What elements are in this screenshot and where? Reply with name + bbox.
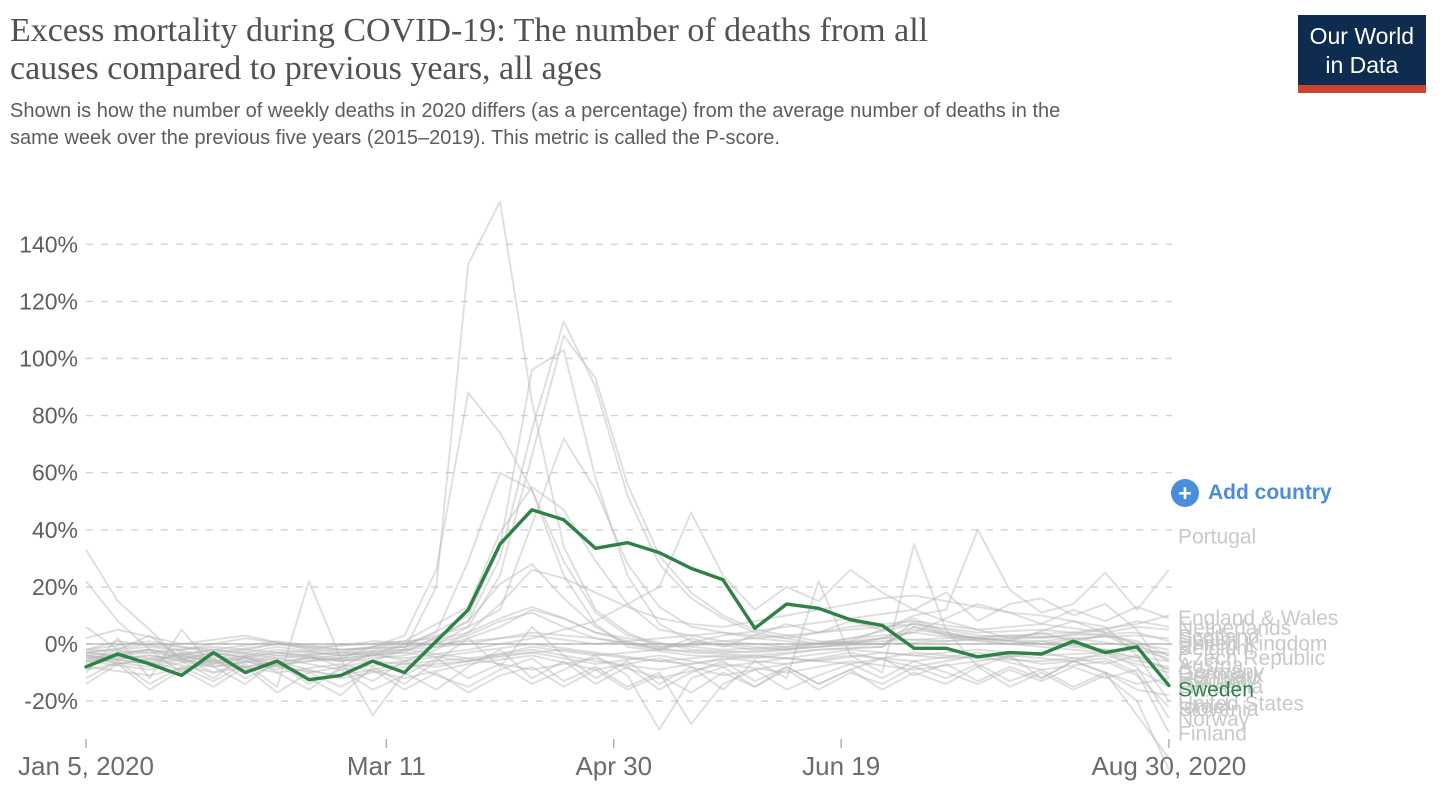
country-line-netherlands[interactable] bbox=[85, 486, 1170, 657]
chart-subtitle: Shown is how the number of weekly deaths… bbox=[10, 98, 1300, 152]
country-line-england-wales[interactable] bbox=[85, 320, 1170, 651]
x-axis-tick-label: Jan 5, 2020 bbox=[18, 751, 154, 781]
entity-label-lithuania[interactable]: Lithuania bbox=[1178, 675, 1264, 698]
x-axis-tick-label: Apr 30 bbox=[575, 751, 652, 781]
country-line-sweden-highlight[interactable] bbox=[84, 508, 1171, 688]
owid-logo-line2: in Data bbox=[1325, 52, 1399, 78]
entity-label-hungary[interactable]: Hungary bbox=[1178, 667, 1258, 690]
country-line-luxembourg[interactable] bbox=[85, 543, 1170, 759]
country-line-norway[interactable] bbox=[85, 648, 1170, 719]
entity-label-germany[interactable]: Germany bbox=[1178, 661, 1265, 684]
entity-label-austria[interactable]: Austria bbox=[1178, 654, 1244, 677]
country-line-switzerland[interactable] bbox=[85, 563, 1169, 665]
chart-title-line2: causes compared to previous years, all a… bbox=[10, 50, 602, 87]
country-line-scotland[interactable] bbox=[85, 437, 1169, 651]
entity-label-norway[interactable]: Norway bbox=[1178, 708, 1250, 731]
entity-label-portugal[interactable]: Portugal bbox=[1178, 526, 1256, 549]
country-line-france[interactable] bbox=[85, 471, 1170, 671]
y-axis-tick-label: 120% bbox=[19, 288, 78, 314]
country-line-portugal[interactable] bbox=[85, 528, 1170, 674]
chart-subtitle-line1: Shown is how the number of weekly deaths… bbox=[10, 100, 1061, 122]
country-line-estonia[interactable] bbox=[85, 580, 1170, 717]
entity-label-scotland[interactable]: Scotland bbox=[1178, 625, 1260, 648]
chart-title-line1: Excess mortality during COVID-19: The nu… bbox=[10, 12, 929, 49]
entity-label-czech-republic[interactable]: Czech Republic bbox=[1178, 647, 1325, 670]
y-axis-tick-label: 40% bbox=[32, 517, 78, 543]
country-line-belgium[interactable] bbox=[85, 348, 1170, 663]
country-line-austria[interactable] bbox=[85, 611, 1170, 663]
entity-label-sweden[interactable]: Sweden bbox=[1178, 678, 1254, 701]
entity-label-denmark[interactable]: Denmark bbox=[1178, 664, 1264, 687]
y-axis-tick-label: 0% bbox=[45, 631, 78, 657]
entity-label-israel[interactable]: Israel bbox=[1178, 695, 1229, 718]
country-line-lithuania[interactable] bbox=[85, 549, 1170, 725]
country-line-czech-republic[interactable] bbox=[85, 623, 1170, 660]
x-axis-tick-label: Mar 11 bbox=[347, 751, 426, 781]
x-axis-tick-label: Jun 19 bbox=[802, 751, 880, 781]
chart-subtitle-line2: same week over the previous five years (… bbox=[10, 127, 780, 149]
country-line-iceland[interactable] bbox=[85, 663, 1170, 771]
country-line-united-kingdom[interactable] bbox=[85, 334, 1170, 654]
country-line-latvia[interactable] bbox=[85, 580, 1170, 731]
entity-label-united-kingdom[interactable]: United Kingdom bbox=[1178, 633, 1327, 656]
y-axis-tick-label: 20% bbox=[32, 574, 78, 600]
add-country-button[interactable]: + Add country bbox=[1171, 479, 1332, 507]
entity-label-netherlands[interactable]: Netherlands bbox=[1178, 617, 1291, 640]
y-axis-tick-label: 140% bbox=[19, 231, 78, 257]
country-line-spain[interactable] bbox=[85, 200, 1170, 668]
country-line-italy[interactable] bbox=[85, 391, 1170, 665]
owid-logo-line1: Our World bbox=[1309, 23, 1414, 49]
add-country-label: Add country bbox=[1208, 481, 1332, 504]
entity-label-united-states[interactable]: United States bbox=[1178, 693, 1304, 716]
country-line-germany[interactable] bbox=[85, 608, 1170, 671]
country-line-israel[interactable] bbox=[85, 591, 1170, 679]
country-line-chile[interactable] bbox=[85, 511, 1170, 662]
entity-label-finland[interactable]: Finland bbox=[1178, 723, 1247, 746]
entity-label-england-wales[interactable]: England & Wales bbox=[1178, 607, 1338, 630]
entity-label-estonia[interactable]: Estonia bbox=[1178, 670, 1248, 693]
country-line-united-states[interactable] bbox=[85, 568, 1170, 702]
chart-title: Excess mortality during COVID-19: The nu… bbox=[10, 12, 1300, 88]
entity-label-spain[interactable]: Spain bbox=[1178, 628, 1232, 651]
country-line-slovenia[interactable] bbox=[85, 651, 1170, 708]
y-axis-tick-label: 100% bbox=[19, 346, 78, 372]
x-axis-tick-label: Aug 30, 2020 bbox=[1092, 751, 1247, 781]
owid-logo[interactable]: Our World in Data bbox=[1297, 15, 1426, 93]
y-axis-tick-label: -20% bbox=[24, 688, 78, 714]
country-line-finland[interactable] bbox=[85, 648, 1170, 733]
entity-label-slovenia[interactable]: Slovenia bbox=[1178, 698, 1259, 721]
chart-header: Excess mortality during COVID-19: The nu… bbox=[10, 12, 1300, 152]
y-axis-tick-label: 80% bbox=[32, 403, 78, 429]
y-axis-tick-label: 60% bbox=[32, 460, 78, 486]
plus-icon: + bbox=[1171, 479, 1199, 507]
entity-label-belgium[interactable]: Belgium bbox=[1178, 637, 1254, 660]
